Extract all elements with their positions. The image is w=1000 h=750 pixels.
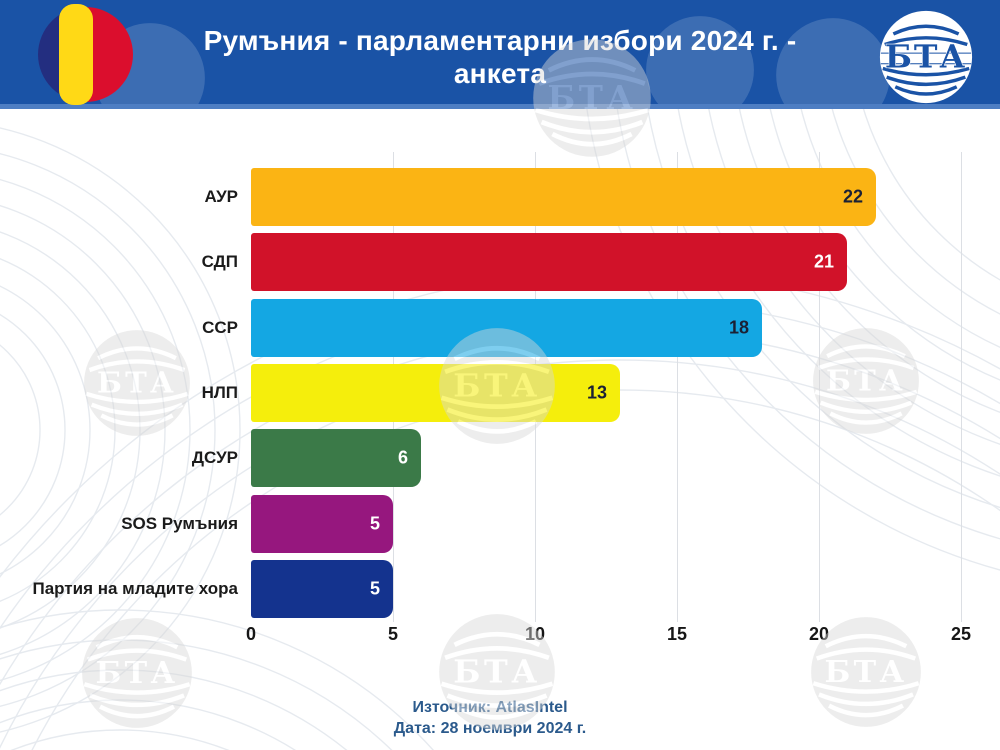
- gridline: [961, 152, 962, 622]
- category-label: SOS Румъния: [121, 514, 238, 533]
- bar-value-label: 5: [369, 513, 380, 534]
- bar: 5: [251, 560, 393, 618]
- bar: 5: [251, 495, 393, 553]
- header: БТА БТА БТА Румъния - парламентарни избо…: [0, 0, 1000, 109]
- source-text: Източник: AtlasIntel: [412, 699, 568, 716]
- category-label: СДП: [201, 252, 238, 271]
- x-axis-tick-label: 0: [245, 624, 256, 644]
- x-axis-tick-label: 15: [666, 624, 688, 644]
- x-axis-tick-label: 25: [950, 624, 972, 644]
- page-title: Румъния - парламентарни избори 2024 г. -…: [150, 24, 850, 90]
- footer: Източник: AtlasIntel Дата: 28 ноември 20…: [0, 697, 980, 739]
- bar-value-label: 18: [728, 317, 749, 338]
- x-axis-tick-label: 10: [524, 624, 546, 644]
- category-label: Партия на младите хора: [32, 579, 238, 598]
- page-title-line2: анкета: [453, 58, 547, 89]
- gridline: [677, 152, 678, 622]
- category-label: НЛП: [201, 383, 238, 402]
- category-label: АУР: [204, 187, 238, 206]
- bar: 18: [251, 299, 762, 357]
- bta-logo-text: БТА: [885, 39, 967, 76]
- bar-value-label: 5: [369, 578, 380, 599]
- category-label: ДСУР: [191, 448, 238, 467]
- bta-logo-icon: БТА: [879, 10, 973, 104]
- x-axis-tick-label: 5: [387, 624, 398, 644]
- bar-value-label: 22: [842, 186, 863, 207]
- bar: 6: [251, 429, 421, 487]
- romania-flag-icon: [38, 4, 133, 105]
- bar-value-label: 13: [586, 382, 607, 403]
- bar-value-label: 6: [397, 447, 408, 468]
- x-axis-tick-label: 20: [808, 624, 830, 644]
- romania-flag-yellow-stripe: [59, 4, 93, 105]
- bar: 21: [251, 233, 847, 291]
- category-label: ССР: [202, 318, 238, 337]
- bar: 13: [251, 364, 620, 422]
- bar: 22: [251, 168, 876, 226]
- page-title-line1: Румъния - парламентарни избори 2024 г. -: [203, 25, 797, 56]
- bar-value-label: 21: [813, 251, 834, 272]
- date-text: Дата: 28 ноември 2024 г.: [393, 720, 587, 737]
